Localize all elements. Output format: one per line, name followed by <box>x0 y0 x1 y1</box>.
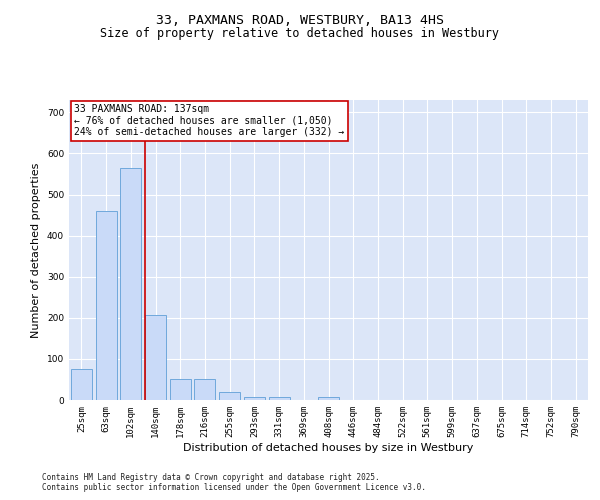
Text: 33 PAXMANS ROAD: 137sqm
← 76% of detached houses are smaller (1,050)
24% of semi: 33 PAXMANS ROAD: 137sqm ← 76% of detache… <box>74 104 344 138</box>
Bar <box>194 380 215 400</box>
Bar <box>318 397 339 400</box>
Bar <box>145 315 166 400</box>
Bar <box>71 369 92 400</box>
X-axis label: Distribution of detached houses by size in Westbury: Distribution of detached houses by size … <box>184 442 473 452</box>
Bar <box>170 380 191 400</box>
Text: Contains HM Land Registry data © Crown copyright and database right 2025.
Contai: Contains HM Land Registry data © Crown c… <box>42 472 426 492</box>
Text: 33, PAXMANS ROAD, WESTBURY, BA13 4HS: 33, PAXMANS ROAD, WESTBURY, BA13 4HS <box>156 14 444 27</box>
Text: Size of property relative to detached houses in Westbury: Size of property relative to detached ho… <box>101 28 499 40</box>
Y-axis label: Number of detached properties: Number of detached properties <box>31 162 41 338</box>
Bar <box>95 211 116 400</box>
Bar <box>120 168 141 400</box>
Bar <box>244 396 265 400</box>
Bar <box>219 392 240 400</box>
Bar <box>269 396 290 400</box>
